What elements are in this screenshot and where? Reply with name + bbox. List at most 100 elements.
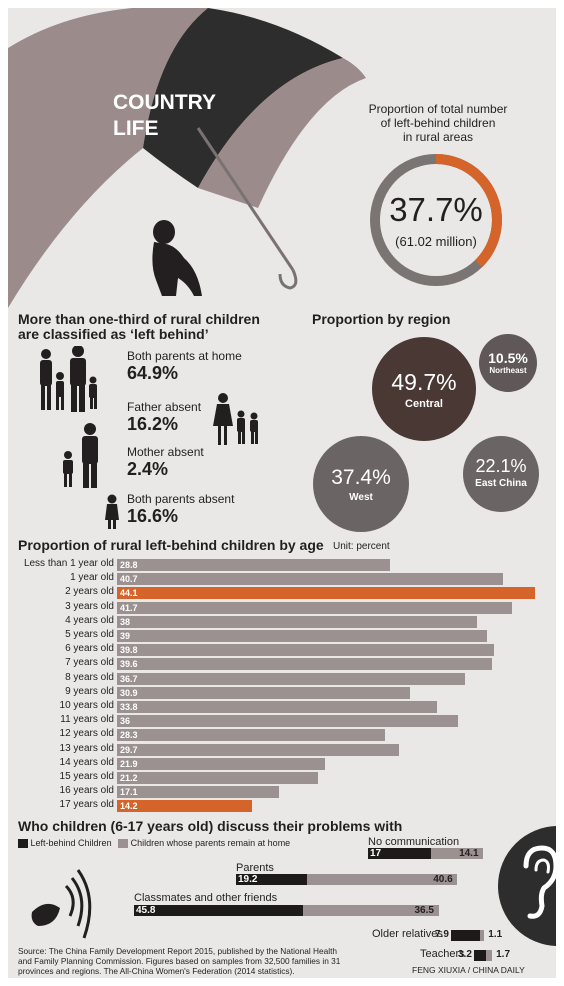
comm-bar-at-home xyxy=(307,874,458,885)
age-bar: 21.9 xyxy=(117,757,325,770)
age-bar-value: 39 xyxy=(120,631,131,641)
comm-value-at-home: 40.6 xyxy=(433,874,453,885)
age-label: 9 years old xyxy=(65,685,114,697)
region-circle-east-china: 22.1% East China xyxy=(463,436,539,512)
family-item-label: Mother absent xyxy=(127,445,204,459)
comm-bar-left-behind xyxy=(474,950,486,961)
comm-value-left-behind: 17 xyxy=(370,848,382,859)
age-title: Proportion of rural left-behind children… xyxy=(18,537,324,553)
family-title: More than one-third of rural children ar… xyxy=(18,312,260,342)
main-title-line2: LIFE xyxy=(113,117,159,140)
age-label: 7 years old xyxy=(65,657,114,669)
age-label: 14 years old xyxy=(59,756,114,768)
region-name: Northeast xyxy=(489,366,527,375)
region-circle-west: 37.4% West xyxy=(313,436,409,532)
comm-value-left-behind: 45.8 xyxy=(136,905,156,916)
total-sub: (61.02 million) xyxy=(395,234,477,249)
age-bar: 36.7 xyxy=(117,672,465,685)
age-bar: 29.7 xyxy=(117,743,399,756)
age-label: 3 years old xyxy=(65,600,114,612)
family-item-value: 16.6% xyxy=(127,506,179,526)
age-bar: 36 xyxy=(117,715,459,728)
source-line1: Source: The China Family Development Rep… xyxy=(18,946,337,956)
age-bar: 39 xyxy=(117,630,487,642)
sitting-child-icon xyxy=(152,220,202,296)
legend-swatch-at-home xyxy=(118,839,129,849)
age-bar: 44.1 xyxy=(117,587,535,600)
comm-value-at-home: 14.1 xyxy=(459,848,479,859)
ear-icon xyxy=(498,826,556,946)
age-unit: Unit: percent xyxy=(333,541,390,552)
family-both-absent-icon xyxy=(105,494,119,529)
age-bar: 14.2 xyxy=(117,800,252,813)
family-item-value: 64.9% xyxy=(127,363,179,383)
age-label: 15 years old xyxy=(59,771,114,782)
total-donut-arc xyxy=(370,154,502,286)
region-title: Proportion by region xyxy=(312,311,451,327)
region-value: 10.5% xyxy=(488,350,528,366)
age-label: 6 years old xyxy=(65,643,114,655)
age-bar-value: 39.8 xyxy=(120,645,138,656)
comm-item-label: Classmates and other friends xyxy=(134,892,278,904)
age-bar-value: 40.7 xyxy=(120,574,138,585)
credit: FENG XIUXIA / CHINA DAILY xyxy=(412,965,525,975)
comm-item-label: Parents xyxy=(236,862,274,874)
source-line3: provinces and regions. The All-China Wom… xyxy=(18,966,295,976)
comm-bar-at-home xyxy=(430,848,484,859)
source-note: Source: The China Family Development Rep… xyxy=(18,946,340,976)
age-bar-value: 17.1 xyxy=(120,787,138,798)
age-bar-value: 28.8 xyxy=(120,560,138,570)
age-bar: 41.7 xyxy=(117,601,513,614)
total-percent: 37.7% xyxy=(389,191,483,228)
age-bar-value: 36.7 xyxy=(120,673,138,684)
region-name: West xyxy=(349,492,373,503)
age-bar: 40.7 xyxy=(117,573,503,586)
total-donut xyxy=(370,154,502,286)
comm-item-label: No communication xyxy=(368,836,460,848)
region-name: Central xyxy=(405,398,443,410)
region-name: East China xyxy=(475,478,527,489)
age-bar: 28.3 xyxy=(117,729,386,742)
region-value: 37.4% xyxy=(331,466,391,489)
family-both-parents-icon xyxy=(40,346,97,412)
main-title: COUNTRY LIFE xyxy=(113,90,216,142)
total-caption: Proportion of total number of left-behin… xyxy=(353,102,523,144)
legend-swatch-left-behind xyxy=(18,839,28,849)
comm-item-label: Teachers xyxy=(420,948,465,960)
age-bar-value: 21.9 xyxy=(120,758,138,769)
family-item-value: 2.4% xyxy=(127,459,169,479)
age-bar: 21.2 xyxy=(117,772,318,784)
family-item-father-absent: Father absent 16.2% xyxy=(127,400,201,435)
age-bar-value: 38 xyxy=(120,616,131,627)
age-bar-value: 14.2 xyxy=(120,801,138,812)
age-label: 17 years old xyxy=(59,799,114,811)
family-item-label: Father absent xyxy=(127,400,202,414)
family-title-line1: More than one-third of rural children xyxy=(18,311,260,327)
umbrella-illustration xyxy=(8,8,366,308)
family-item-both-absent: Both parents absent 16.6% xyxy=(127,492,234,527)
region-circle-northeast: 10.5% Northeast xyxy=(479,334,537,392)
age-bar-value: 41.7 xyxy=(120,602,138,613)
speaker-mouth-icon xyxy=(31,869,92,939)
age-bar-value: 21.2 xyxy=(120,773,138,783)
age-bar-value: 28.3 xyxy=(120,730,138,741)
family-item-both-home: Both parents at home 64.9% xyxy=(127,349,242,384)
age-bar-value: 30.9 xyxy=(120,687,138,698)
age-label: 12 years old xyxy=(59,728,114,740)
comm-bar-at-home xyxy=(303,905,439,916)
age-label: 5 years old xyxy=(65,629,114,640)
age-bar: 39.8 xyxy=(117,644,495,657)
legend-label: Left-behind Children xyxy=(30,838,112,848)
comm-value-left-behind: 7.9 xyxy=(435,929,449,940)
age-bar: 39.6 xyxy=(117,658,493,671)
comm-bar-left-behind xyxy=(451,930,481,941)
age-bar-value: 39.6 xyxy=(120,659,138,670)
comm-value-left-behind: 19.2 xyxy=(238,874,258,885)
age-bar-value: 33.8 xyxy=(120,702,138,712)
comm-value-left-behind: 3.2 xyxy=(458,949,472,960)
family-item-label: Both parents at home xyxy=(127,349,242,363)
age-bar-value: 36 xyxy=(120,716,131,727)
comm-legend: Left-behind Children Children whose pare… xyxy=(18,838,290,849)
infographic: COUNTRY LIFE Proportion of total number … xyxy=(8,8,556,978)
family-title-line2: are classified as ‘left behind’ xyxy=(18,326,209,342)
